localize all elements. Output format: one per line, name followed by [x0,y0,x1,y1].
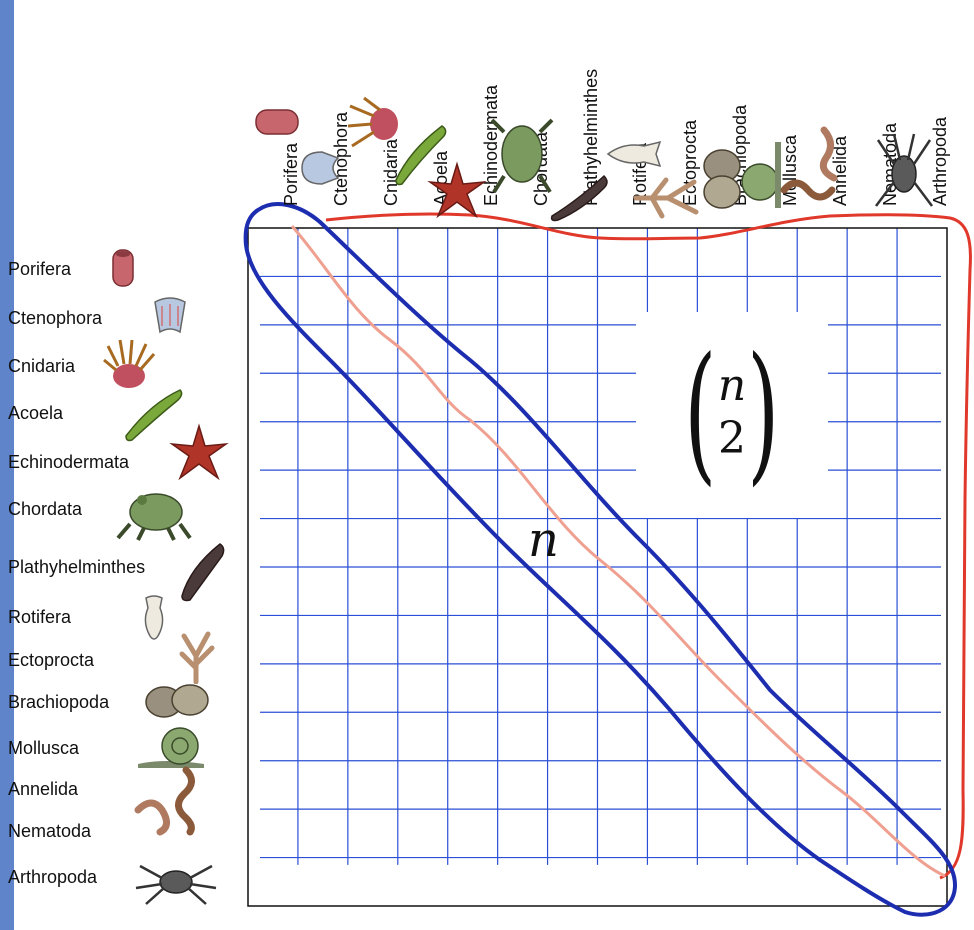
row-label-chordata: Chordata [8,499,83,519]
upper-triangle-outline [325,212,972,880]
comb-jelly-icon [301,151,340,185]
row-label-echinodermata: Echinodermata [8,452,130,472]
row-label-nematoda: Nematoda [8,821,92,841]
acoel-worm-icon [395,125,447,186]
spider-icon [135,864,217,905]
rotifer-icon [144,595,164,640]
snail-icon [741,142,781,208]
bryozoan-icon [179,631,215,684]
binomial-bottom: 2 [718,413,746,464]
binomial-label-box [636,312,828,518]
row-label-porifera: Porifera [8,259,72,279]
starfish-icon [427,161,487,219]
row-label-brachiopoda: Brachiopoda [8,692,110,712]
binomial-top: n [717,360,747,412]
row-label-rotifera: Rotifera [8,607,72,627]
row-label-mollusca: Mollusca [8,738,80,758]
brachiopod-icon [145,684,209,718]
right-paren: ) [747,326,780,500]
frog-icon [116,493,192,541]
rotifer-icon [606,140,662,168]
sponge-icon [112,249,134,287]
annelid-worm-icon [134,766,195,836]
frog-icon [490,118,554,194]
flatworm-icon [550,174,608,222]
row-label-ctenophora: Ctenophora [8,308,103,328]
sea-anemone-icon [347,96,398,148]
bryozoan-icon [633,177,699,219]
row-label-annelida: Annelida [8,779,79,799]
row-label-arthropoda: Arthropoda [8,867,98,887]
brachiopod-icon [703,149,741,209]
row-label-cnidaria: Cnidaria [8,356,76,376]
sponge-icon [255,109,299,135]
matrix-border [247,227,948,907]
annelid-worm-icon [780,126,838,201]
flatworm-icon [181,543,225,602]
spider-icon [875,133,933,207]
diagonal-label: n [528,512,559,568]
binomial-coefficient: ( n 2 ) [652,318,812,508]
side-accent-bar [0,0,14,930]
row-label-ectoprocta: Ectoprocta [8,650,95,670]
snail-icon [138,727,204,768]
row-label-acoela: Acoela [8,403,64,423]
left-paren: ( [684,326,717,500]
comb-jelly-icon [154,297,186,334]
starfish-icon [169,423,229,481]
row-label-plathyhelminthes: Plathyhelminthes [8,557,146,577]
grid [260,228,941,865]
acoel-worm-icon [125,389,183,442]
diagonal-outline [243,202,958,917]
diagonal-line [290,225,946,878]
sea-anemone-icon [103,339,156,388]
binomial-stack: n 2 [718,360,746,466]
